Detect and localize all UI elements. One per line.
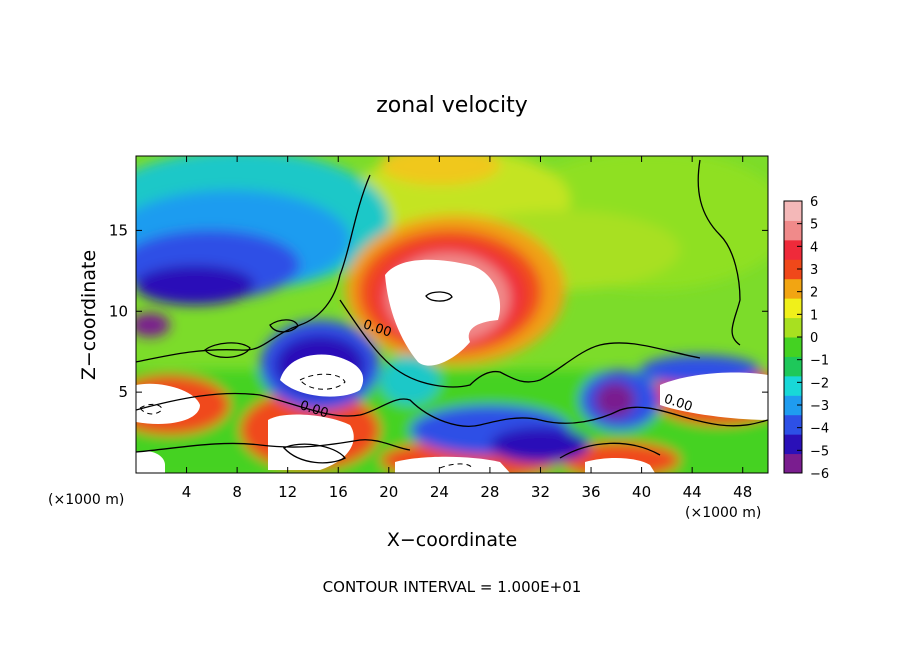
colorbar-segment xyxy=(784,375,802,396)
colorbar-tick-label: 5 xyxy=(810,218,818,233)
colorbar-segment xyxy=(784,434,802,455)
negative-contours xyxy=(139,373,473,469)
contour-interval-note: CONTOUR INTERVAL = 1.000E+01 xyxy=(323,578,582,596)
plot-area: 0.000.00 0.00 xyxy=(136,156,768,473)
colorbar-tick-label: −4 xyxy=(810,422,829,437)
y-axis-label: Z−coordinate xyxy=(78,250,100,380)
x-tick-label: 24 xyxy=(430,483,449,501)
colorbar-tick-label: −2 xyxy=(810,376,829,391)
x-unit-label-left: (×1000 m) xyxy=(48,492,124,508)
x-tick-label: 36 xyxy=(581,483,600,501)
y-axis-ticks: 5 10 15 xyxy=(109,221,768,401)
colorbar-tick-label: 4 xyxy=(810,240,818,255)
x-tick-label: 32 xyxy=(531,483,550,501)
colorbar-segment xyxy=(784,337,802,357)
x-tick-label: 48 xyxy=(733,483,752,501)
colorbar-segment xyxy=(784,239,802,260)
zero-contours xyxy=(136,159,768,464)
saturated-regions xyxy=(136,259,768,473)
colorbar-tick-label: 3 xyxy=(810,263,818,278)
colorbar-segment xyxy=(784,356,802,377)
colorbar-segment xyxy=(784,259,802,280)
x-tick-label: 40 xyxy=(632,483,651,501)
x-unit-label-right: (×1000 m) xyxy=(685,505,761,521)
plot-frame xyxy=(135,155,769,474)
colorbar-segment xyxy=(784,201,802,221)
colorbar-segment xyxy=(784,298,802,319)
x-tick-label: 20 xyxy=(379,483,398,501)
colorbar-tick-label: 2 xyxy=(810,286,818,301)
x-axis-label: X−coordinate xyxy=(387,529,517,551)
colorbar-tick-label: −1 xyxy=(810,354,829,369)
chart-title: zonal velocity xyxy=(376,93,528,118)
colorbar-tick-label: 1 xyxy=(810,308,818,323)
y-tick-label: 10 xyxy=(109,302,128,320)
x-axis-ticks: 4 8 12 16 20 24 28 32 36 40 44 48 xyxy=(182,156,752,501)
x-tick-label: 28 xyxy=(480,483,499,501)
colorbar-tick-label: −6 xyxy=(810,467,829,482)
x-tick-label: 8 xyxy=(232,483,242,501)
x-tick-label: 4 xyxy=(182,483,192,501)
x-tick-label: 12 xyxy=(278,483,297,501)
colorbar-segment xyxy=(784,317,802,338)
colorbar-tick-label: 6 xyxy=(810,195,818,210)
colorbar-segment xyxy=(784,414,802,435)
colorbar-tick-label: −5 xyxy=(810,444,829,459)
x-tick-label: 16 xyxy=(329,483,348,501)
y-tick-label: 5 xyxy=(118,383,128,401)
colorbar-tick-label: −3 xyxy=(810,399,829,414)
colorbar-tick-label: 0 xyxy=(810,331,818,346)
colorbar-segment xyxy=(784,395,802,416)
colorbar: 6 5 4 3 2 1 0 −1 −2 −3 −4 −5 −6 xyxy=(783,195,829,482)
colorbar-segment xyxy=(784,278,802,299)
colorbar-segment xyxy=(784,220,802,241)
colorbar-segment xyxy=(784,453,802,474)
x-tick-label: 44 xyxy=(683,483,702,501)
y-tick-label: 15 xyxy=(109,221,128,239)
